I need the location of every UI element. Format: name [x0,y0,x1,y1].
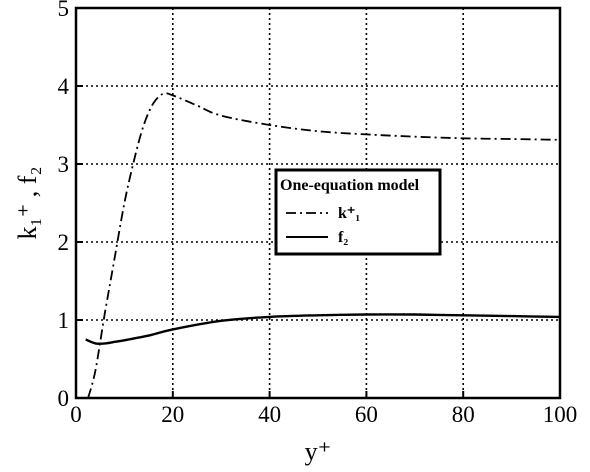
x-tick-label: 80 [452,402,475,427]
y-tick-label: 5 [58,0,70,21]
y-axis-title: k₁⁺ , f₂ [13,166,42,239]
plot-frame [74,6,562,400]
x-axis-title: y⁺ [305,437,332,466]
y-tick-label: 3 [58,152,70,177]
series-line-f2 [85,313,561,345]
legend-label-f2: f₂ [338,229,348,246]
legend-box [274,168,442,256]
x-tick-labels: 0 20 40 60 80 100 [70,402,577,427]
x-tick-label: 0 [70,402,82,427]
y-tick-label: 1 [58,308,70,333]
x-tick-label: 40 [258,402,281,427]
series-layer [85,92,561,399]
y-tick-labels: 0 1 2 3 4 5 [58,0,70,411]
y-tick-label: 4 [58,74,70,99]
x-tick-label: 100 [543,402,578,427]
x-tick-label: 60 [355,402,378,427]
y-tick-label: 0 [58,386,70,411]
legend-label-k1: k⁺₁ [338,205,360,222]
legend-title: One-equation model [280,177,420,194]
series-line-k1 [87,92,561,399]
legend: One-equation model k⁺₁ f₂ [274,168,442,256]
x-tick-label: 20 [161,402,184,427]
y-tick-label: 2 [58,230,70,255]
